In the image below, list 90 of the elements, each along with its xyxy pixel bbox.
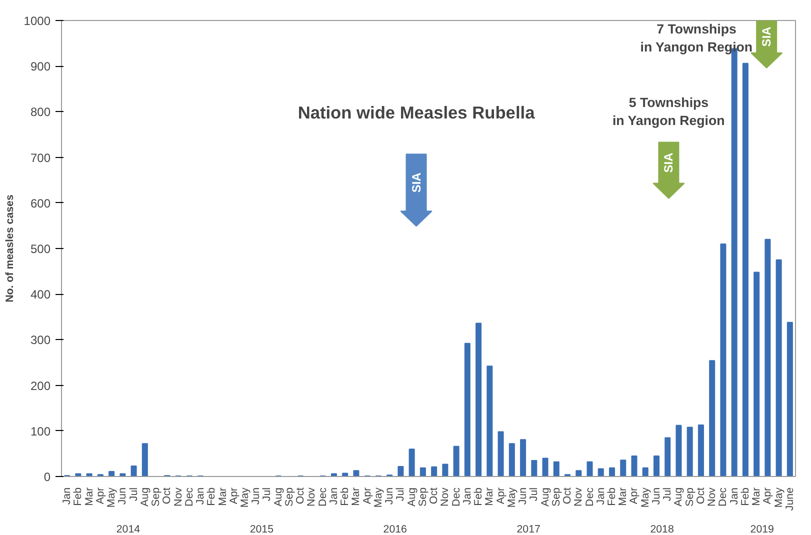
x-tick-label: Jun (650, 487, 662, 505)
x-tick-label: Apr (361, 487, 374, 504)
x-tick-label: Oct (294, 487, 307, 504)
x-tick-label: Jul (662, 487, 674, 502)
x-tick-label: Jul (128, 487, 140, 502)
y-tick-label: 100 (30, 424, 51, 438)
x-tick-label: Apr (762, 487, 774, 504)
x-tick-label: Jan (61, 487, 74, 505)
text: 2015 (250, 524, 274, 535)
x-tick-label: Mar (484, 487, 496, 506)
x-tick-label: Feb (72, 487, 84, 506)
y-tick-label: 400 (30, 288, 51, 302)
x-tick-label: Nov (439, 486, 452, 506)
annotation: 7 Townships in Yangon Region (640, 21, 753, 54)
y-tick-label: 500 (30, 242, 51, 256)
text: 2019 (750, 524, 774, 535)
x-tick-label: May (639, 486, 652, 508)
x-tick-label: Nov (572, 486, 585, 506)
x-tick-label: Sep (283, 487, 296, 506)
x-tick-label: Feb (339, 487, 352, 506)
x-tick-label: May (772, 486, 785, 508)
x-tick-label: Mar (350, 487, 362, 506)
x-tick-label: Aug (406, 487, 418, 506)
x-tick-label: Jul (528, 487, 540, 502)
x-tick-label: Jan (594, 487, 607, 505)
x-tick-label: May (239, 486, 251, 508)
x-tick-label: Sep (684, 487, 696, 506)
y-tick-label: 200 (30, 378, 51, 393)
y-tick-label: 600 (30, 196, 51, 210)
text: 2016 (383, 524, 408, 535)
x-tick-label: Jan (461, 487, 474, 505)
x-tick-label: Dec (717, 486, 730, 506)
x-tick-label: Feb (472, 487, 485, 506)
y-tick-label: 700 (30, 150, 51, 165)
x-tick-label: Sep (550, 487, 562, 506)
x-tick-label: Mar (83, 487, 96, 506)
x-tick-label: May (106, 486, 118, 508)
x-tick-label: Oct (428, 487, 440, 504)
x-tick-label: Dec (316, 486, 329, 506)
text: 2018 (650, 524, 674, 535)
y-axis-title: No. of measles cases (4, 194, 16, 302)
x-tick-label: Nov (706, 486, 718, 506)
y-tick-label: 900 (30, 60, 51, 74)
x-tick-label: May (506, 486, 518, 508)
x-tick-label: Mar (750, 487, 763, 506)
x-tick-label: May (372, 486, 384, 508)
x-tick-label: Sep (416, 487, 429, 506)
x-tick-label: Jul (394, 487, 407, 502)
y-tick-label: 300 (30, 333, 51, 348)
x-tick-label: Oct (161, 487, 174, 504)
x-tick-label: Feb (206, 487, 218, 506)
x-tick-label: Jun (384, 487, 396, 505)
x-tick-label: Nov (306, 486, 318, 506)
x-tick-label: Dec (450, 486, 462, 506)
text: Nation wide Measles Rubella (298, 102, 536, 123)
x-tick-label: Oct (562, 487, 574, 504)
x-tick-label: Apr (494, 487, 507, 504)
x-tick-label: Feb (606, 487, 618, 506)
x-tick-label: Jan (328, 487, 340, 505)
y-tick-label: 0 (44, 470, 51, 484)
y-tick-label: 1000 (24, 14, 51, 28)
x-tick-label: Apr (628, 487, 640, 504)
x-tick-label: Feb (739, 487, 752, 506)
x-tick-label: Dec (584, 486, 596, 506)
text: 2014 (116, 524, 140, 535)
x-tick-label: Apr (228, 487, 240, 504)
annotation: SIA (760, 26, 774, 47)
y-tick-label: 800 (30, 105, 51, 120)
x-tick-label: Aug (672, 487, 685, 506)
annotation: 5 Townships in Yangon Region (612, 95, 725, 128)
x-tick-label: Jun (517, 487, 530, 505)
x-tick-label: Jun (250, 487, 262, 505)
x-tick-label: Mar (216, 487, 229, 506)
x-tick-label: Jun (116, 487, 129, 505)
x-tick-label: Aug (539, 487, 552, 506)
x-tick-label: Jan (728, 487, 740, 505)
x-tick-label: Dec (183, 486, 196, 506)
x-tick-label: June (784, 487, 796, 511)
x-tick-label: Mar (617, 487, 630, 506)
x-tick-label: Nov (172, 486, 184, 506)
x-tick-label: Aug (272, 487, 284, 506)
x-tick-label: Sep (150, 487, 162, 506)
annotation: SIA (409, 172, 424, 193)
x-tick-label: Jul (261, 487, 274, 502)
x-tick-label: Jan (194, 487, 207, 505)
x-tick-label: Aug (138, 487, 151, 506)
annotation: SIA (662, 152, 676, 173)
x-tick-label: Oct (694, 487, 707, 504)
text: 2017 (516, 524, 541, 535)
x-tick-label: Apr (94, 487, 106, 504)
